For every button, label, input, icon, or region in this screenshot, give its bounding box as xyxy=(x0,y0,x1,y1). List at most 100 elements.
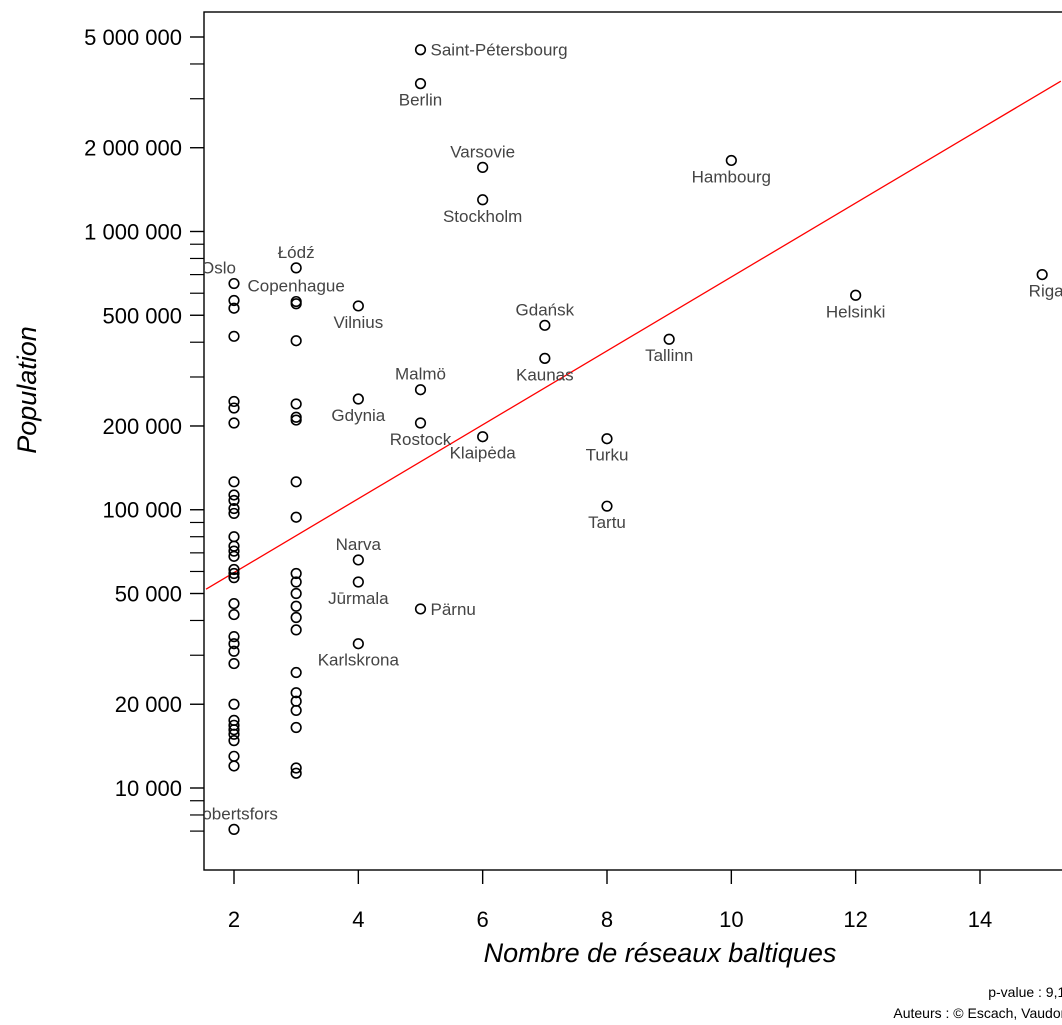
y-tick-label: 10 000 xyxy=(115,776,182,801)
data-point xyxy=(290,476,302,488)
data-point xyxy=(290,762,302,774)
data-point xyxy=(414,417,427,429)
point-label: Stockholm xyxy=(443,207,522,226)
data-point xyxy=(414,78,427,90)
data-points xyxy=(228,44,1048,835)
y-tick-label: 1 000 000 xyxy=(84,219,182,244)
point-label: Tallinn xyxy=(645,346,693,365)
data-point xyxy=(228,645,240,657)
data-point xyxy=(228,597,240,610)
x-tick-label: 6 xyxy=(477,907,489,932)
data-point xyxy=(850,289,862,301)
data-point xyxy=(228,608,240,621)
x-axis-title: Nombre de réseaux baltiques xyxy=(484,938,837,968)
regression-line-group xyxy=(205,80,1062,590)
y-tick-label: 100 000 xyxy=(102,498,182,523)
data-point xyxy=(725,154,737,167)
x-tick-label: 4 xyxy=(352,907,364,932)
data-point xyxy=(228,402,240,414)
data-point xyxy=(352,576,364,588)
y-tick-label: 5 000 000 xyxy=(84,25,182,50)
data-point xyxy=(228,330,240,342)
y-tick-label: 20 000 xyxy=(115,692,182,717)
data-point xyxy=(228,395,240,408)
point-label: Gdańsk xyxy=(516,300,575,319)
data-point xyxy=(228,724,240,736)
point-label: Oslo xyxy=(201,259,236,278)
point-label: Copenhague xyxy=(247,277,344,296)
x-tick-label: 14 xyxy=(968,907,992,932)
point-label: Karlskrona xyxy=(318,651,400,670)
data-point xyxy=(352,554,364,566)
data-point xyxy=(228,531,240,543)
point-label: Klaipėda xyxy=(450,444,517,463)
data-point xyxy=(228,631,240,643)
data-point xyxy=(228,277,240,290)
point-label: Helsinki xyxy=(826,302,886,321)
point-label: Berlin xyxy=(399,91,442,110)
y-tick-label: 200 000 xyxy=(102,414,182,439)
regression-line xyxy=(205,80,1062,590)
data-point xyxy=(228,735,240,747)
data-point xyxy=(290,767,302,779)
x-tick-label: 2 xyxy=(228,907,240,932)
data-point xyxy=(228,476,240,488)
plot-border xyxy=(203,11,1062,871)
y-tick-label: 500 000 xyxy=(102,303,182,328)
data-point xyxy=(290,567,302,580)
point-label: Tartu xyxy=(588,513,626,532)
data-point xyxy=(352,393,364,405)
data-point xyxy=(228,417,240,429)
x-tick-label: 10 xyxy=(719,907,743,932)
data-point xyxy=(228,489,240,501)
data-point xyxy=(290,511,302,523)
data-point xyxy=(290,611,302,624)
data-point xyxy=(290,335,302,347)
y-tick-label: 50 000 xyxy=(115,582,182,607)
point-label: Rostock xyxy=(390,430,452,449)
data-point xyxy=(290,721,302,734)
footer-authors: Auteurs : © Escach, Vaudor, UMR EVS, 201… xyxy=(893,1005,1062,1021)
point-label: Pärnu xyxy=(431,600,476,619)
data-point xyxy=(414,603,427,615)
data-point xyxy=(352,300,364,312)
point-label: Varsovie xyxy=(450,142,515,161)
data-point xyxy=(228,823,240,835)
data-point xyxy=(228,545,240,557)
data-point xyxy=(228,760,240,772)
data-point xyxy=(352,638,364,650)
data-point xyxy=(228,728,240,740)
y-tick-label: 2 000 000 xyxy=(84,136,182,161)
y-axis: 10 000 20 000 50 000 100 000 200 000 500 000 1… xyxy=(84,25,204,832)
x-tick-label: 8 xyxy=(601,907,613,932)
data-point xyxy=(290,666,302,679)
x-axis: 2 4 6 8 10 12 14 xyxy=(228,870,992,932)
point-label: Hambourg xyxy=(692,167,771,186)
data-point xyxy=(663,333,675,345)
point-label: Turku xyxy=(586,446,629,465)
data-point xyxy=(228,507,240,520)
data-point xyxy=(601,433,613,445)
data-point xyxy=(228,302,240,314)
data-point xyxy=(1036,268,1048,281)
data-point xyxy=(290,295,302,308)
data-point xyxy=(601,500,613,512)
data-point xyxy=(290,624,302,636)
data-point xyxy=(228,502,240,515)
y-axis-title: Population xyxy=(12,326,42,454)
data-point xyxy=(290,704,302,717)
point-label: Łódź xyxy=(278,243,315,262)
data-point xyxy=(477,431,489,443)
data-point xyxy=(290,687,302,699)
footer-stats: p-value : 9,136 e-07; R² : 25% xyxy=(988,984,1062,1000)
point-label: Gdynia xyxy=(331,406,385,425)
data-point xyxy=(228,563,240,576)
data-point xyxy=(477,194,489,206)
point-label: Kaunas xyxy=(516,365,574,384)
data-point xyxy=(414,384,427,396)
data-point xyxy=(477,161,489,173)
data-point xyxy=(228,550,240,562)
plot-frame xyxy=(203,11,1062,871)
point-label: Robertsfors xyxy=(190,804,278,823)
